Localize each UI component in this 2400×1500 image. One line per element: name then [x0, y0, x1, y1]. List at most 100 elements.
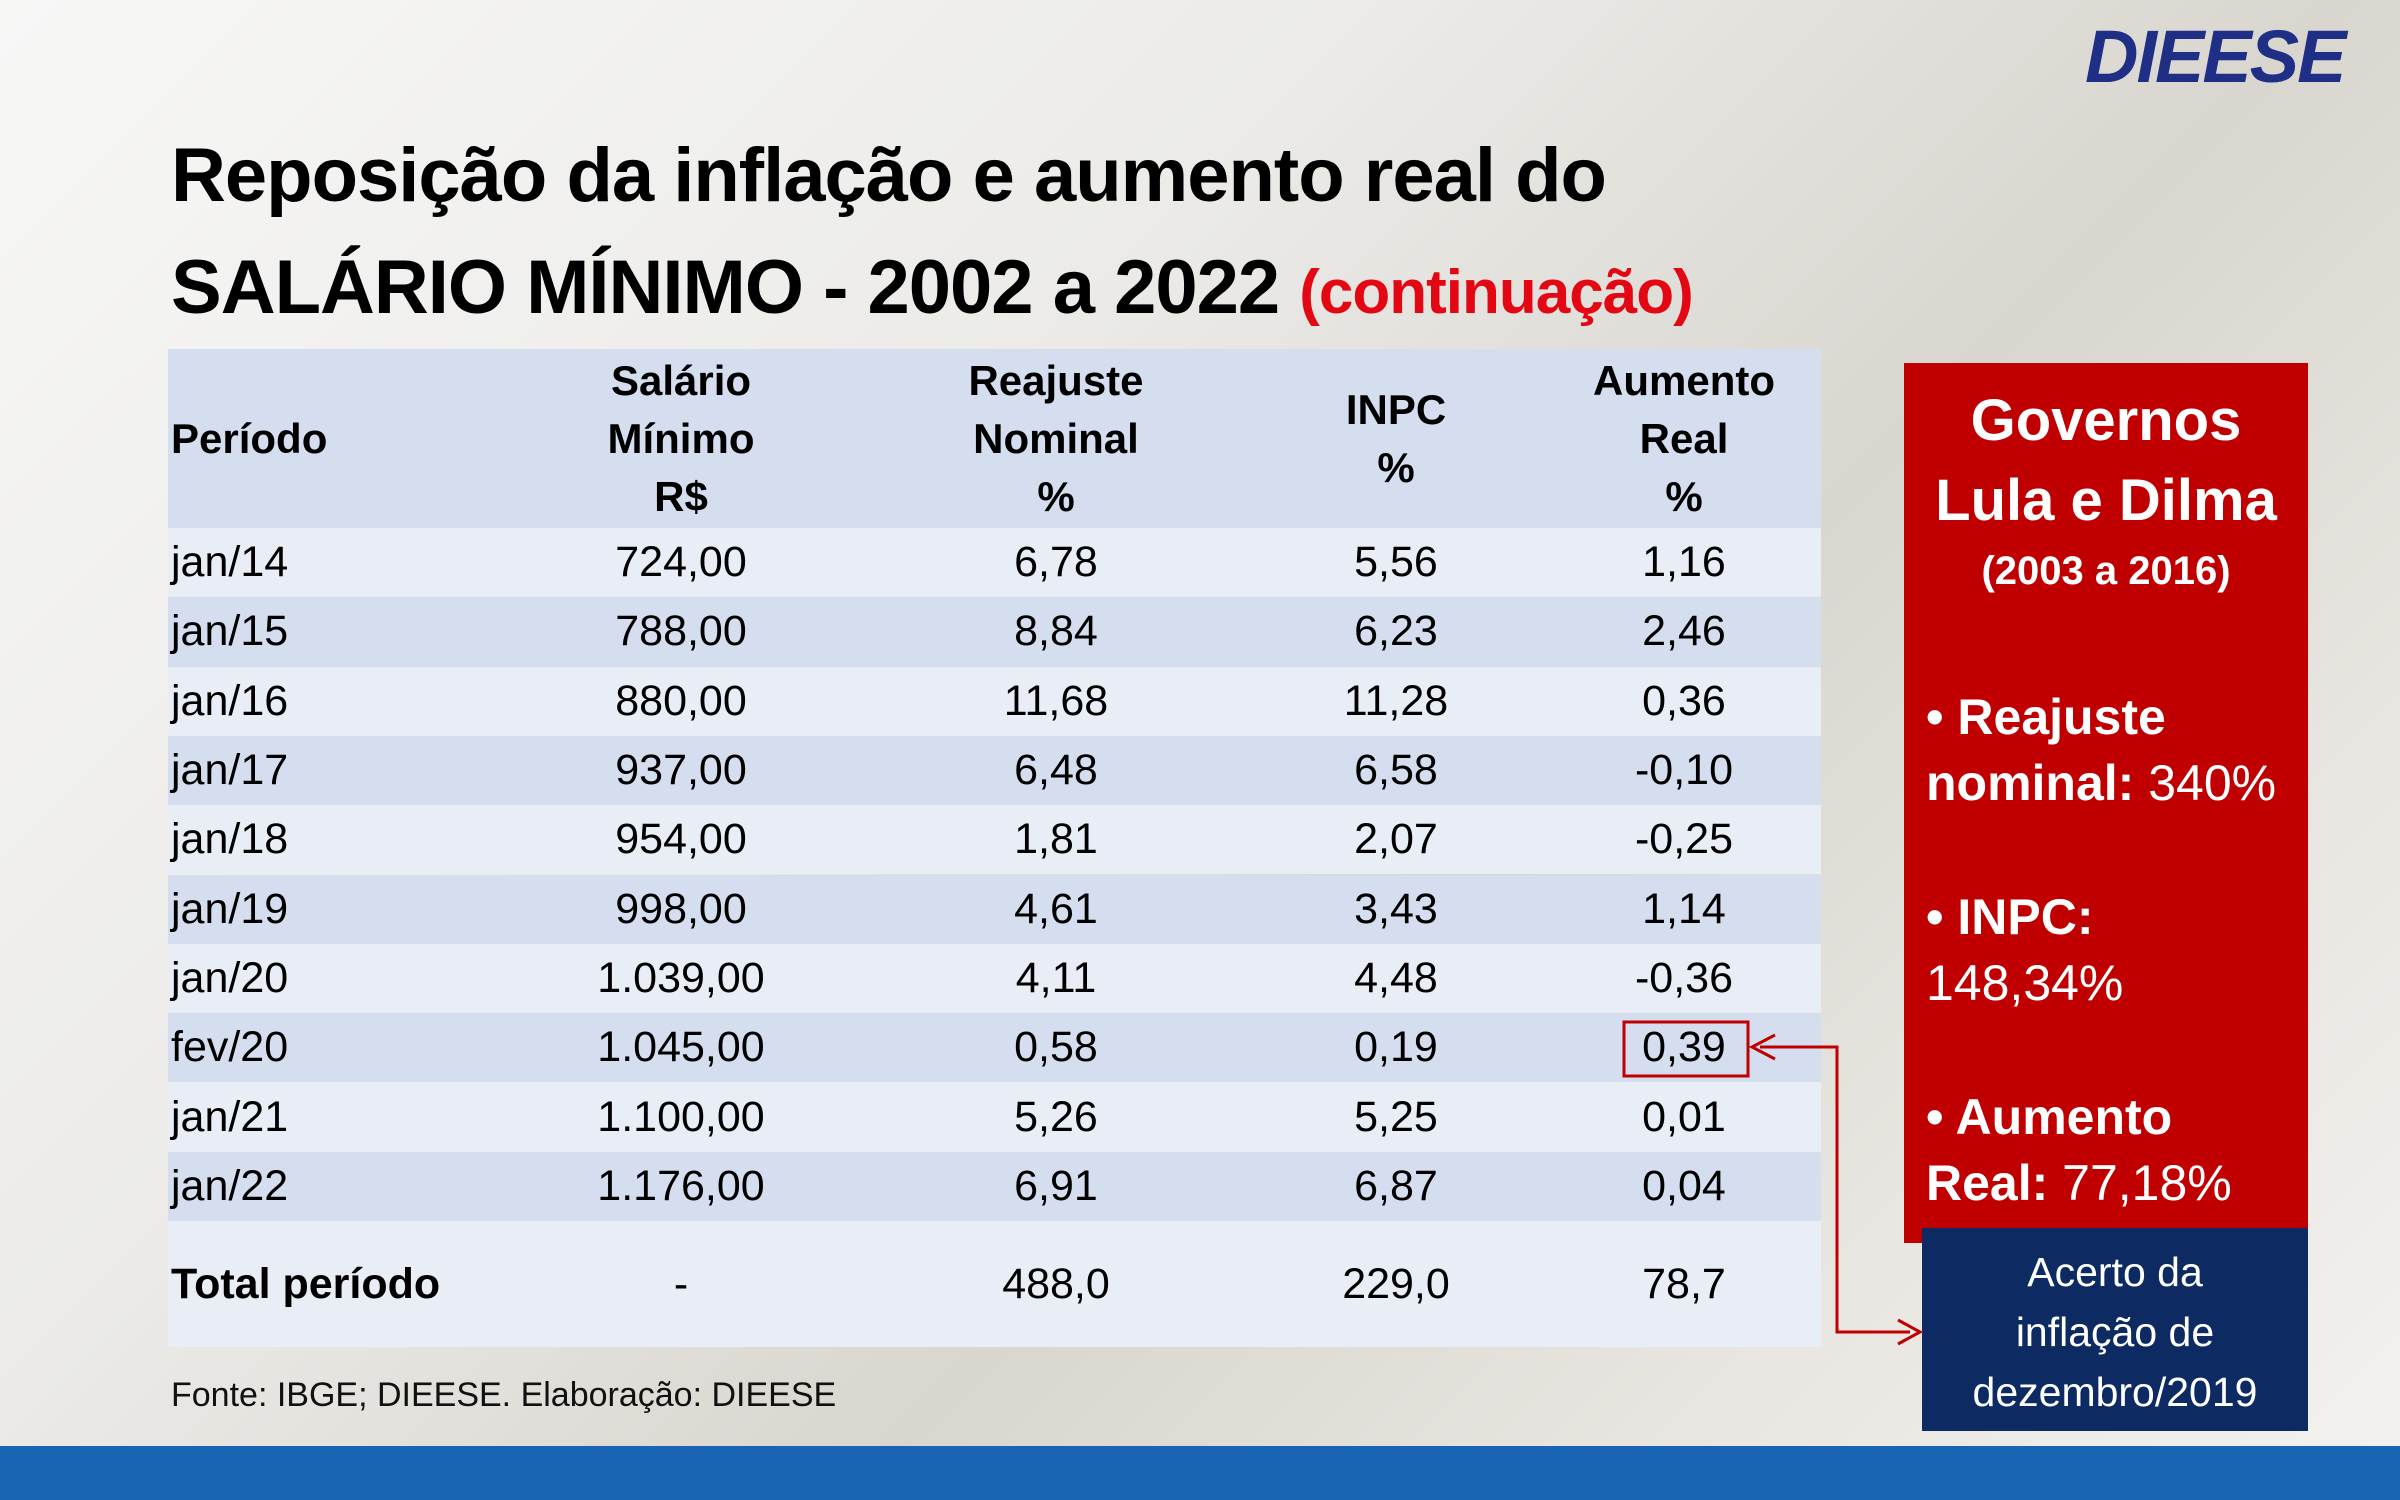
table-cell: jan/14	[171, 538, 289, 587]
logo: DIEESE	[2085, 15, 2346, 98]
header-text: %	[1665, 472, 1703, 520]
table-cell: 8,84	[1014, 607, 1098, 656]
table-cell: 0,04	[1642, 1161, 1726, 1210]
table-row: jan/18 954,00 1,81 2,07 -0,25	[168, 805, 1821, 875]
table-cell: jan/18	[171, 815, 289, 864]
table-cell: 6,23	[1354, 607, 1438, 656]
summary-label: • INPC:	[1926, 889, 2094, 945]
total-cell: 78,7	[1642, 1259, 1726, 1308]
connector	[1760, 1045, 1910, 1334]
table-cell: 3,43	[1354, 884, 1438, 933]
table-cell: 1.045,00	[597, 1023, 765, 1072]
table-cell: 5,56	[1354, 538, 1438, 587]
total-row: Total período - 488,0 229,0 78,7	[168, 1221, 1821, 1347]
table-cell: fev/20	[171, 1023, 289, 1072]
summary-value: 148,34%	[1926, 955, 2124, 1011]
summary-list: • Reajuste nominal: 340% • INPC: 148,34% •…	[1926, 684, 2286, 1216]
table-cell: 1.176,00	[597, 1161, 765, 1210]
header-row: Período Salário Mínimo R$ Reajuste Nominal% IN…	[168, 349, 1821, 528]
table-cell: jan/15	[171, 607, 289, 656]
table-cell: 788,00	[615, 607, 747, 656]
table-cell: 11,28	[1343, 676, 1449, 725]
table-row: jan/14 724,00 6,78 5,56 1,16	[168, 528, 1821, 598]
table-row: jan/20 1.039,00 4,11 4,48 -0,36	[168, 943, 1821, 1014]
table-cell: 6,78	[1014, 538, 1098, 587]
note-line: dezembro/2019	[1972, 1369, 2258, 1415]
header-cell: Período	[171, 349, 327, 528]
title-text: SALÁRIO MÍNIMO - 2002 a 2022	[171, 245, 1280, 330]
total-cell: 488,0	[1002, 1259, 1110, 1308]
total-cell: Total período	[171, 1259, 441, 1308]
footer-bar	[0, 1446, 2400, 1500]
total-cell: 229,0	[1342, 1259, 1450, 1308]
table-row: jan/15 788,00 8,84 6,23 2,46	[168, 597, 1821, 667]
summary-item: • INPC: 148,34%	[1926, 884, 2286, 1016]
header-text: Nominal	[973, 414, 1139, 462]
table-cell: 1,14	[1642, 884, 1726, 933]
title-line: Reposição da inflação e aumento real do	[171, 133, 1607, 218]
summary-title-line: Lula e Dilma	[1935, 468, 2277, 533]
table-cell: 4,61	[1014, 884, 1098, 933]
summary-item: • Reajuste nominal: 340%	[1926, 684, 2286, 816]
summary-period: (2003 a 2016)	[1981, 549, 2231, 593]
note-line: inflação de	[2015, 1309, 2215, 1355]
summary-label: • Aumento Real:	[1926, 1089, 2173, 1211]
highlight-box	[1622, 1020, 1750, 1078]
table-cell: 0,39	[1642, 1023, 1726, 1072]
table-cell: jan/21	[171, 1092, 289, 1141]
summary-value: 340%	[2148, 755, 2277, 811]
header-text: Mínimo	[607, 414, 755, 462]
header-cell: Salário Mínimo R$	[481, 349, 881, 528]
table-row: jan/17 937,00 6,48 6,58 -0,10	[168, 735, 1821, 806]
table-cell: 2,07	[1354, 815, 1438, 864]
table-cell: 937,00	[615, 746, 747, 795]
total-cell: -	[673, 1259, 689, 1308]
table-row: jan/21 1.100,00 5,26 5,25 0,01	[168, 1082, 1821, 1152]
table-cell: 954,00	[615, 815, 747, 864]
table-cell: 6,91	[1014, 1161, 1098, 1210]
table-cell: 724,00	[615, 538, 747, 587]
summary-box: Governos Lula e Dilma (2003 a 2016) • Reaju…	[1904, 363, 2308, 1243]
table-cell: 5,25	[1354, 1092, 1438, 1141]
table-cell: jan/19	[171, 884, 289, 933]
table-cell: 6,87	[1354, 1161, 1438, 1210]
table-cell: 11,68	[1003, 676, 1109, 725]
table-cell: jan/17	[171, 746, 289, 795]
table-cell: 0,01	[1642, 1092, 1726, 1141]
header-text: Salário	[610, 356, 752, 404]
table-cell: -0,36	[1634, 953, 1733, 1002]
table-row: jan/19 998,00 4,61 3,43 1,14	[168, 874, 1821, 944]
table-cell: 6,58	[1354, 746, 1438, 795]
table-cell: jan/16	[171, 676, 289, 725]
header-cell: Reajuste Nominal%	[856, 349, 1256, 528]
table-cell: 2,46	[1642, 607, 1726, 656]
header-text: INPC	[1345, 385, 1447, 433]
title-note: (continuação)	[1299, 258, 1693, 327]
header-text: Período	[171, 414, 328, 462]
table-cell: 998,00	[615, 884, 747, 933]
table-row: jan/22 1.176,00 6,91 6,87 0,04	[168, 1151, 1821, 1221]
table-cell: jan/20	[171, 953, 289, 1002]
table-cell: 0,36	[1642, 676, 1726, 725]
table-row: fev/20 1.045,00 0,58 0,19 0,39	[168, 1013, 1821, 1083]
summary-label: • Reajuste nominal:	[1926, 689, 2166, 811]
table-cell: 6,48	[1014, 746, 1098, 795]
table-cell: 1.039,00	[597, 953, 765, 1002]
table-cell: 1.100,00	[597, 1092, 765, 1141]
title-line: SALÁRIO MÍNIMO - 2002 a 2022 (continuaçã…	[171, 232, 1694, 349]
table-cell: 0,58	[1014, 1023, 1098, 1072]
summary-title: Governos Lula e Dilma	[1926, 381, 2286, 541]
summary-item: • Aumento Real: 77,18%	[1926, 1084, 2286, 1216]
header-text: Real	[1639, 414, 1729, 462]
table-cell: 4,11	[1015, 953, 1097, 1002]
table-cell: 1,16	[1642, 538, 1726, 587]
table-cell: 0,19	[1354, 1023, 1438, 1072]
summary-title-line: Governos	[1970, 388, 2242, 453]
table-cell: jan/22	[171, 1161, 289, 1210]
summary-value: 77,18%	[2062, 1155, 2232, 1211]
table-cell: 4,48	[1354, 953, 1438, 1002]
table-cell: 1,81	[1014, 815, 1098, 864]
table-cell: 880,00	[615, 676, 747, 725]
